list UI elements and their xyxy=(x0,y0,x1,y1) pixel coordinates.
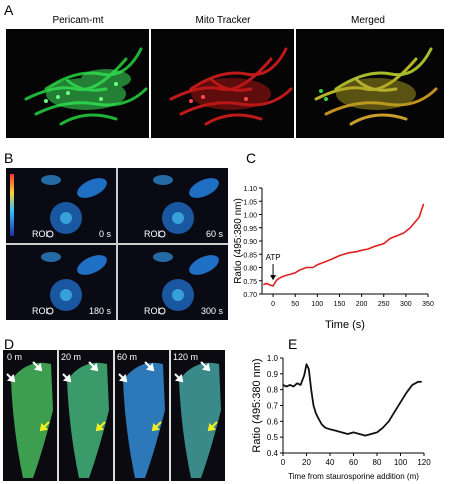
d-tile-2-time: 60 m xyxy=(117,352,137,362)
y-axis-label: Ratio (495:380 nm) xyxy=(251,358,263,452)
panel-c-letter: C xyxy=(246,150,257,166)
pericam-image xyxy=(6,29,149,138)
panel-a-title-merged: Merged xyxy=(351,15,385,26)
y-tick-label: 0.7 xyxy=(267,402,279,411)
x-tick-label: 250 xyxy=(378,301,390,308)
x-tick-label: 80 xyxy=(373,458,382,467)
y-tick-label: 1.10 xyxy=(243,186,257,193)
tile-0-time: 0 s xyxy=(99,229,112,239)
panel-a-letter: A xyxy=(4,2,14,18)
x-tick-label: 0 xyxy=(281,458,286,467)
merged-image xyxy=(296,29,444,138)
tile-3-roi: ROI xyxy=(144,306,160,316)
y-tick-label: 1.05 xyxy=(243,199,257,206)
panel-b-svg: ROI ROI ROI ROI 0 s 60 s 180 s 300 s xyxy=(6,168,228,320)
y-tick-label: 1.00 xyxy=(243,213,257,220)
d-tile-0-time: 0 m xyxy=(7,352,22,362)
x-tick-label: 150 xyxy=(334,301,346,308)
tile-0-roi: ROI xyxy=(32,229,48,239)
x-tick-label: 40 xyxy=(326,458,335,467)
chart-e: 0 20 40 60 80 100 120 0.4 0.5 0.6 0.7 0.8 0.9 1.0 Time… xyxy=(251,354,431,481)
panel-d-letter: D xyxy=(4,336,15,352)
y-tick-label: 1.0 xyxy=(267,354,279,363)
y-tick-label: 0.95 xyxy=(243,226,257,233)
mitotracker-image xyxy=(151,29,294,138)
pericam-cell-image xyxy=(24,47,148,126)
y-tick-label: 0.6 xyxy=(267,417,279,426)
panel-e-letter: E xyxy=(288,336,298,352)
x-tick-label: 20 xyxy=(302,458,311,467)
d-tile-3-time: 120 m xyxy=(173,352,198,362)
tile-1-time: 60 s xyxy=(206,229,224,239)
panel-d-svg: 0 m 20 m 60 m 120 m xyxy=(3,350,225,481)
y-tick-label: 0.85 xyxy=(243,252,257,259)
x-tick-label: 0 xyxy=(271,301,275,308)
annotation-label: ATP xyxy=(266,253,281,262)
y-tick-label: 0.80 xyxy=(243,266,257,273)
y-tick-label: 0.8 xyxy=(267,386,279,395)
tile-2-roi: ROI xyxy=(32,306,48,316)
panel-a-title-mitotracker: Mito Tracker xyxy=(195,15,251,26)
series-line xyxy=(282,363,422,437)
chart-c: 0 50 100 150 200 250 300 350 0.70 0.75 0.80 0.85 0.9… xyxy=(233,186,434,331)
x-tick-label: 100 xyxy=(311,301,323,308)
x-tick-label: 60 xyxy=(349,458,358,467)
tile-3-time: 300 s xyxy=(201,306,224,316)
x-axis-label: Time (s) xyxy=(325,319,365,331)
x-tick-label: 50 xyxy=(291,301,299,308)
x-tick-label: 200 xyxy=(356,301,368,308)
panel-b-letter: B xyxy=(4,150,14,166)
panel-b-image-grid: ROI ROI ROI ROI 0 s 60 s 180 s 300 s xyxy=(6,168,228,320)
x-tick-label: 120 xyxy=(417,458,431,467)
merged-cell-image xyxy=(314,47,438,126)
y-tick-label: 0.5 xyxy=(267,433,279,442)
x-axis-label: Time from staurosporine addition (m) xyxy=(288,472,419,481)
series-line xyxy=(262,203,425,287)
y-axis-label: Ratio (495:380 nm) xyxy=(233,198,244,284)
x-tick-label: 100 xyxy=(394,458,408,467)
tile-2-time: 180 s xyxy=(89,306,112,316)
y-tick-label: 0.75 xyxy=(243,279,257,286)
y-tick-label: 0.4 xyxy=(267,449,279,458)
x-tick-label: 350 xyxy=(422,301,434,308)
y-tick-label: 0.90 xyxy=(243,239,257,246)
annotation-arrowhead xyxy=(270,275,277,281)
tile-1-roi: ROI xyxy=(144,229,160,239)
x-tick-label: 300 xyxy=(400,301,412,308)
panel-d-image-strip: 0 m 20 m 60 m 120 m xyxy=(3,350,225,481)
d-tile-1-time: 20 m xyxy=(61,352,81,362)
colorbar xyxy=(10,174,14,236)
y-tick-label: 0.70 xyxy=(243,292,257,299)
panel-a-title-pericam: Pericam-mt xyxy=(52,15,104,26)
mitotracker-cell-image xyxy=(169,47,293,126)
y-tick-label: 0.9 xyxy=(267,370,279,379)
